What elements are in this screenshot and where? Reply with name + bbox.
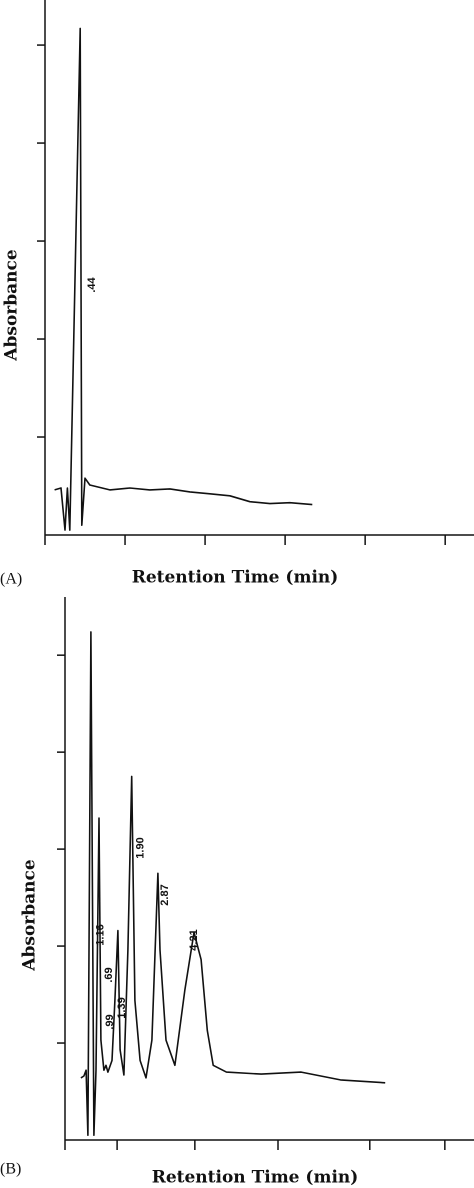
y-axis-title: Absorbance <box>20 859 40 972</box>
peak-label: 1.39 <box>116 997 128 1018</box>
peak-label: .44 <box>86 276 98 292</box>
peak-label: .69 <box>103 967 115 982</box>
peak-label: 4.21 <box>188 929 200 950</box>
panel-label: (A) <box>0 571 22 588</box>
panel-label: (B) <box>0 1161 21 1178</box>
peak-label: 2.87 <box>159 884 171 905</box>
peak-label: .99 <box>104 1014 116 1029</box>
x-axis-title: Retention Time (min) <box>152 1168 359 1188</box>
chromatogram-trace <box>54 27 313 531</box>
y-axis-title: Absorbance <box>2 249 22 362</box>
chromatogram-trace <box>80 631 386 1136</box>
peak-label: 1.90 <box>135 837 147 858</box>
x-axis-title: Retention Time (min) <box>132 568 339 588</box>
peak-label: 1.16 <box>95 924 107 945</box>
